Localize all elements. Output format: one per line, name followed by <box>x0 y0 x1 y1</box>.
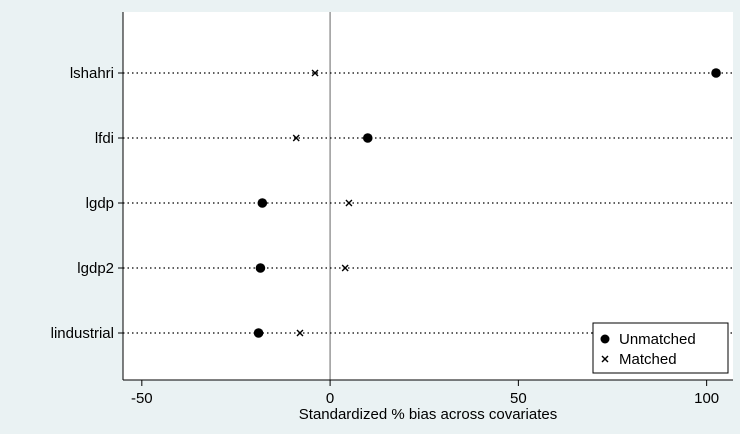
category-label-lgdp: lgdp <box>86 195 114 212</box>
unmatched-point-lshahri <box>711 68 721 78</box>
axes <box>118 12 733 386</box>
legend: Unmatched Matched <box>592 322 729 374</box>
matched-point-lgdp <box>345 199 353 207</box>
category-label-lindustrial: lindustrial <box>51 325 114 342</box>
x-tick-label: -50 <box>131 390 153 407</box>
plot-area <box>123 12 733 380</box>
data-markers <box>253 68 721 338</box>
x-tick-label: 50 <box>510 390 527 407</box>
legend-marker-matched <box>601 355 609 363</box>
unmatched-point-lgdp <box>257 198 268 208</box>
x-tick-label: 0 <box>326 390 334 407</box>
matched-point-lshahri <box>311 69 319 77</box>
x-axis-label: Standardized % bias across covariates <box>299 406 557 423</box>
unmatched-point-lindustrial <box>253 328 264 338</box>
x-tick-labels: -50 0 50 100 <box>131 390 719 407</box>
unmatched-point-lfdi <box>362 133 373 143</box>
matched-point-lgdp2 <box>341 264 349 272</box>
legend-box <box>592 322 729 374</box>
x-tick-label: 100 <box>694 390 719 407</box>
legend-label-unmatched: Unmatched <box>619 331 696 348</box>
matched-point-lindustrial <box>296 329 304 337</box>
matched-point-lfdi <box>292 134 300 142</box>
unmatched-point-lgdp2 <box>255 263 266 273</box>
legend-marker-unmatched <box>600 334 610 344</box>
category-label-lgdp2: lgdp2 <box>77 260 114 277</box>
category-label-lfdi: lfdi <box>95 130 114 147</box>
category-label-lshahri: lshahri <box>70 65 114 82</box>
legend-label-matched: Matched <box>619 351 677 368</box>
category-labels: lshahri lfdi lgdp lgdp2 lindustrial <box>51 65 114 342</box>
